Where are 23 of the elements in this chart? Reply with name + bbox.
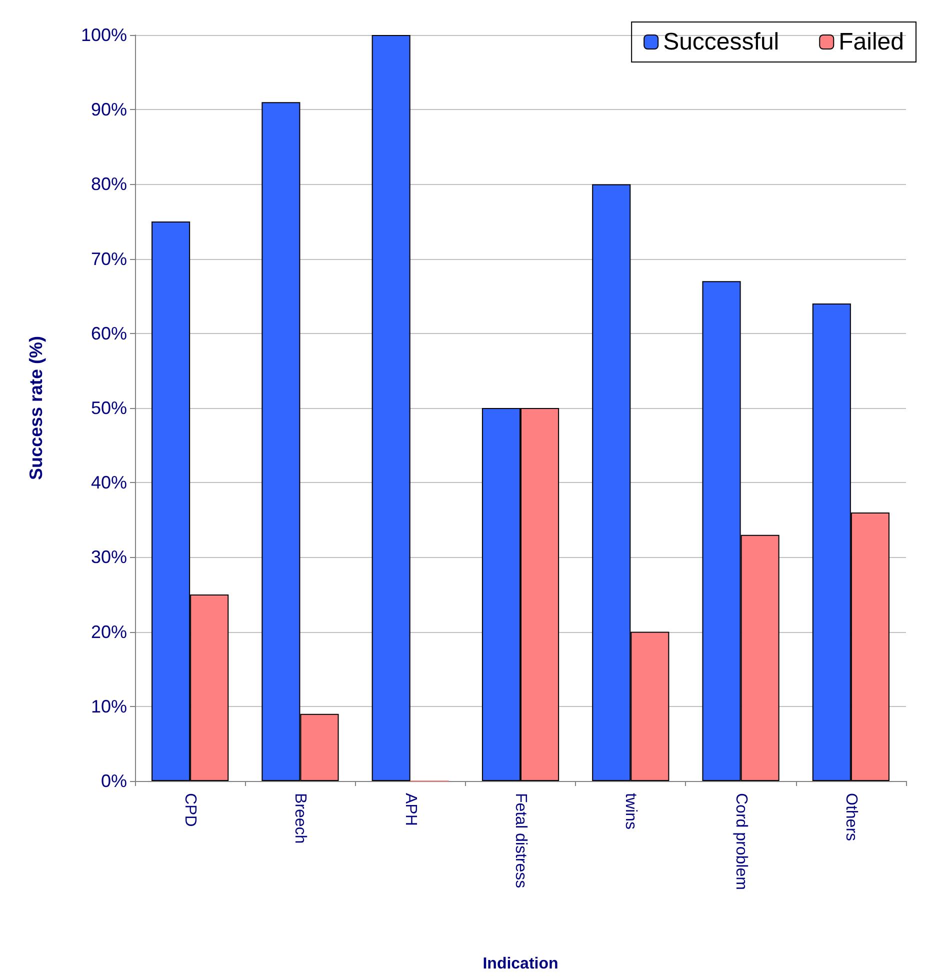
y-tick-label: 90% bbox=[90, 100, 127, 120]
bar bbox=[372, 35, 410, 781]
y-tick-label: 60% bbox=[90, 323, 127, 344]
x-tick-label: Breech bbox=[292, 793, 309, 844]
y-tick-label: 80% bbox=[90, 174, 127, 194]
x-tick-label: CPD bbox=[182, 793, 199, 827]
legend-label: Successful bbox=[663, 28, 780, 56]
x-tick-label: APH bbox=[402, 793, 419, 826]
y-tick-label: 40% bbox=[90, 472, 127, 493]
y-tick-label: 10% bbox=[90, 696, 127, 716]
y-axis-title: Success rate (%) bbox=[26, 336, 46, 480]
y-tick-label: 100% bbox=[80, 25, 127, 45]
x-tick-label: Fetal distress bbox=[512, 793, 529, 888]
y-tick-label: 20% bbox=[90, 622, 127, 642]
x-tick-label: Others bbox=[842, 793, 860, 842]
y-tick-label: 70% bbox=[90, 248, 127, 269]
x-tick-label: Cord problem bbox=[732, 793, 750, 890]
x-axis-title: Indication bbox=[482, 956, 558, 972]
legend-label: Failed bbox=[838, 28, 904, 56]
y-tick-label: 50% bbox=[90, 398, 127, 418]
x-tick-label: twins bbox=[622, 793, 640, 830]
y-tick-label: 30% bbox=[90, 547, 127, 568]
y-tick-label: 0% bbox=[100, 771, 127, 791]
